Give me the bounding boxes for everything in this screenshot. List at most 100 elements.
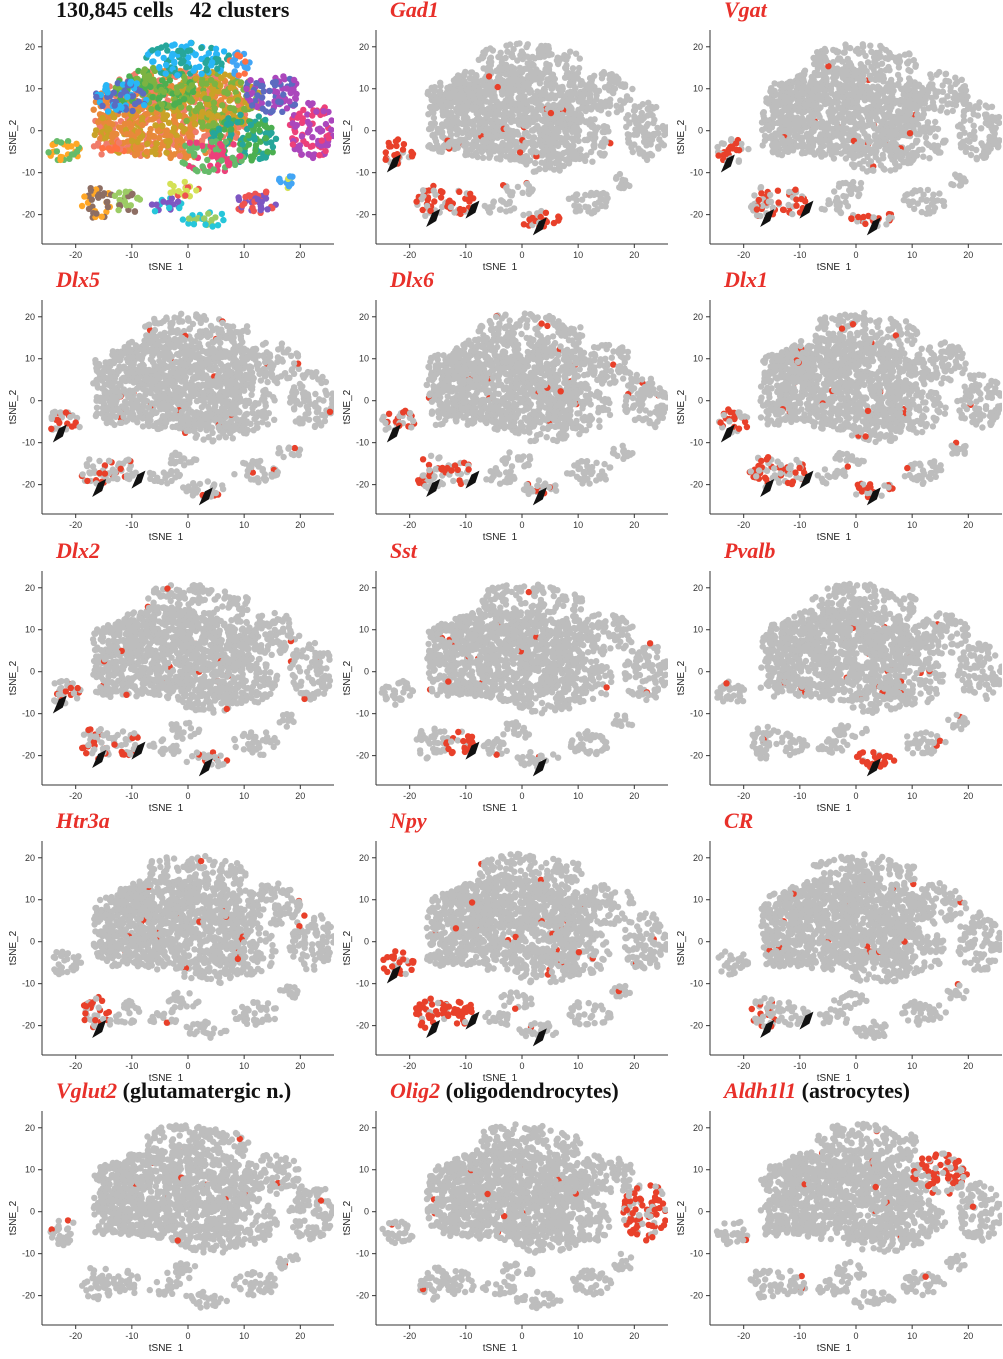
cell-point xyxy=(487,84,494,92)
cell-point xyxy=(160,54,167,62)
cell-point xyxy=(283,85,291,92)
cell-point xyxy=(477,94,484,101)
cell-point xyxy=(277,98,284,106)
cell-point xyxy=(217,82,224,89)
cell-point xyxy=(583,99,591,107)
cell-point xyxy=(842,41,849,48)
cell-point xyxy=(322,120,330,128)
cell-point xyxy=(290,76,298,84)
cell-point xyxy=(794,114,801,121)
cell-point xyxy=(639,101,646,108)
cell-point xyxy=(906,130,914,137)
cell-point xyxy=(763,122,771,129)
cell-point xyxy=(939,88,947,96)
cell-point xyxy=(269,107,276,115)
cell-point xyxy=(494,123,501,130)
cell-point xyxy=(156,63,163,71)
cell-point xyxy=(298,133,306,140)
cell-point xyxy=(830,79,837,87)
cell-point xyxy=(145,72,153,79)
cell-point xyxy=(847,44,854,52)
cell-point xyxy=(135,67,142,75)
cell-point xyxy=(508,116,516,124)
cell-point xyxy=(570,137,577,144)
y-tick-label: 0 xyxy=(364,126,369,136)
cell-point xyxy=(567,91,575,98)
cell-point xyxy=(767,88,774,95)
cell-point xyxy=(237,79,245,86)
cell-point xyxy=(836,114,844,121)
cell-point xyxy=(565,160,573,167)
cell-point xyxy=(148,106,155,113)
cell-point xyxy=(210,120,217,127)
cell-point xyxy=(193,144,201,151)
cell-point xyxy=(966,131,974,139)
cell-point xyxy=(924,86,931,93)
cell-point xyxy=(830,46,837,54)
cell-point xyxy=(844,100,851,108)
cell-point xyxy=(408,153,416,160)
cell-point xyxy=(457,107,465,114)
cell-point xyxy=(506,127,513,134)
cell-point xyxy=(547,136,554,143)
cell-point xyxy=(537,126,544,133)
cell-point xyxy=(892,153,900,160)
cell-point xyxy=(623,115,630,122)
cell-point xyxy=(387,143,395,150)
cell-point xyxy=(565,102,573,109)
cell-point xyxy=(630,107,638,114)
cell-point xyxy=(547,141,554,148)
cell-point xyxy=(99,145,106,152)
cell-point xyxy=(174,198,182,205)
cell-point xyxy=(612,175,620,182)
cell-point xyxy=(961,129,968,136)
cell-point xyxy=(196,101,204,108)
cell-point xyxy=(924,119,931,126)
cell-point xyxy=(220,216,227,224)
cell-point xyxy=(815,111,822,119)
cell-point xyxy=(168,53,175,61)
cell-point xyxy=(830,59,837,66)
cell-point xyxy=(425,143,432,150)
cell-point xyxy=(509,53,516,61)
cell-point xyxy=(860,72,867,79)
cell-point xyxy=(588,106,595,113)
cell-point xyxy=(430,187,437,194)
cell-point xyxy=(192,128,199,136)
cell-point xyxy=(73,140,80,147)
cell-point xyxy=(572,155,579,163)
cell-point xyxy=(569,65,577,72)
cell-point xyxy=(179,87,187,94)
cell-point xyxy=(575,137,582,145)
cell-point xyxy=(932,88,939,95)
cell-point xyxy=(841,143,849,150)
cell-point xyxy=(211,80,219,88)
cell-points xyxy=(45,39,334,230)
cell-point xyxy=(208,216,215,224)
cell-point xyxy=(320,108,327,115)
cell-point xyxy=(218,157,225,164)
cell-point xyxy=(932,133,939,140)
cell-point xyxy=(209,59,216,66)
cell-point xyxy=(770,112,777,119)
cell-point xyxy=(540,90,547,98)
cell-point xyxy=(874,83,881,90)
cell-point xyxy=(181,125,188,133)
cell-point xyxy=(160,198,167,205)
cell-point xyxy=(90,106,97,113)
cell-point xyxy=(991,140,998,148)
cell-point xyxy=(810,85,817,93)
cell-point xyxy=(823,127,830,134)
cell-point xyxy=(875,103,883,110)
cell-point xyxy=(576,115,583,123)
cell-point xyxy=(506,198,513,205)
cell-point xyxy=(234,119,241,126)
cell-point xyxy=(461,142,468,149)
cell-point xyxy=(485,111,493,119)
cell-point xyxy=(139,114,146,122)
cell-point xyxy=(480,81,487,89)
cell-points xyxy=(714,41,1002,230)
cell-point xyxy=(174,137,181,144)
cell-point xyxy=(971,128,978,135)
cell-point xyxy=(228,126,235,133)
